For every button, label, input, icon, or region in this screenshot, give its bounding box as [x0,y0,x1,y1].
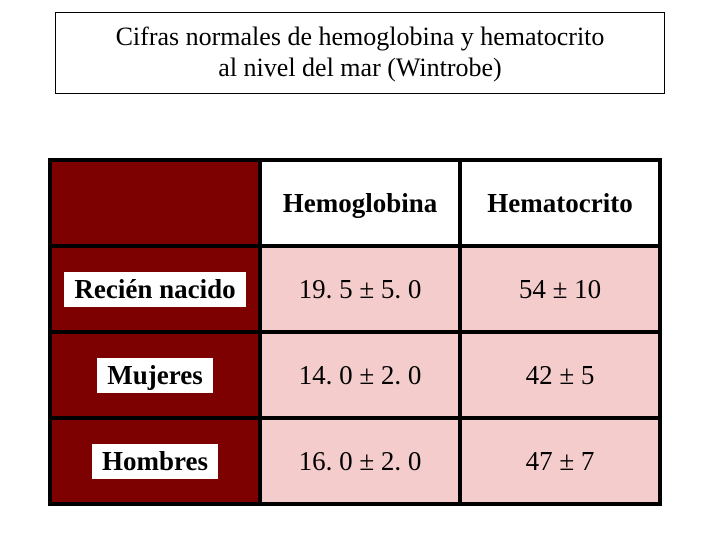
row-label-text: Hombres [92,444,218,479]
table-header-row: Hemoglobina Hematocrito [50,160,660,246]
cell-hombres-hemoglobina: 16. 0 ± 2. 0 [260,418,460,504]
cell-mujeres-hemoglobina: 14. 0 ± 2. 0 [260,332,460,418]
title-line-1: Cifras normales de hemoglobina y hematoc… [116,22,605,51]
column-header-hemoglobina: Hemoglobina [260,160,460,246]
title-line-2: al nivel del mar (Wintrobe) [218,53,501,82]
row-label-recien-nacido: Recién nacido [50,246,260,332]
table-row: Recién nacido 19. 5 ± 5. 0 54 ± 10 [50,246,660,332]
cell-recien-nacido-hemoglobina: 19. 5 ± 5. 0 [260,246,460,332]
cell-hombres-hematocrito: 47 ± 7 [460,418,660,504]
cell-recien-nacido-hematocrito: 54 ± 10 [460,246,660,332]
table-row: Hombres 16. 0 ± 2. 0 47 ± 7 [50,418,660,504]
row-label-text: Recién nacido [64,272,245,307]
column-header-hematocrito: Hematocrito [460,160,660,246]
cell-mujeres-hematocrito: 42 ± 5 [460,332,660,418]
table-corner-cell [50,160,260,246]
row-label-mujeres: Mujeres [50,332,260,418]
row-label-text: Mujeres [97,358,212,393]
data-table: Hemoglobina Hematocrito Recién nacido 19… [48,158,662,506]
table-row: Mujeres 14. 0 ± 2. 0 42 ± 5 [50,332,660,418]
row-label-hombres: Hombres [50,418,260,504]
title-box: Cifras normales de hemoglobina y hematoc… [55,12,665,94]
